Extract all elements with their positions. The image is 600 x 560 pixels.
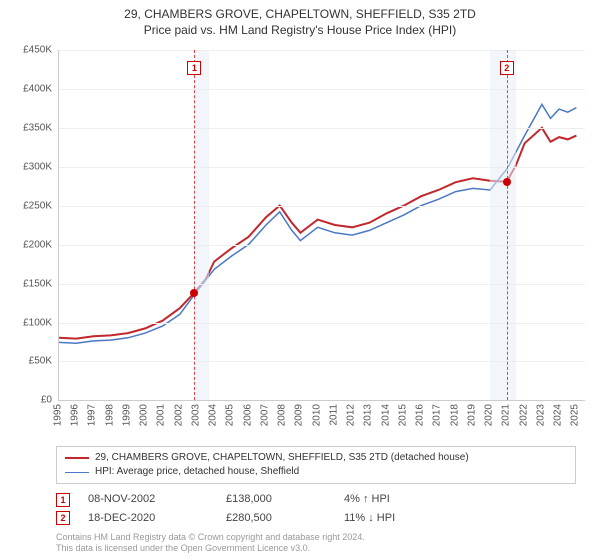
xtick-label: 2025 — [570, 404, 581, 426]
xtick-label: 2001 — [156, 404, 167, 426]
xtick-label: 2012 — [346, 404, 357, 426]
ytick-label: £300K — [8, 162, 52, 173]
ytick-label: £350K — [8, 123, 52, 134]
xtick-label: 2017 — [432, 404, 443, 426]
sale-index-box: 1 — [56, 493, 70, 507]
ytick-label: £100K — [8, 317, 52, 328]
xtick-label: 2022 — [518, 404, 529, 426]
sale-dot — [190, 289, 198, 297]
shaded-band — [490, 50, 516, 400]
sale-pct-vs-hpi: 11% ↓ HPI — [344, 509, 576, 528]
xtick-label: 2008 — [277, 404, 288, 426]
sale-price: £280,500 — [226, 509, 326, 528]
xtick-label: 1999 — [121, 404, 132, 426]
xtick-label: 2003 — [190, 404, 201, 426]
xtick-label: 2018 — [449, 404, 460, 426]
sale-pct-vs-hpi: 4% ↑ HPI — [344, 490, 576, 509]
footer-line1: Contains HM Land Registry data © Crown c… — [56, 532, 576, 544]
xtick-label: 2005 — [225, 404, 236, 426]
ytick-label: £400K — [8, 84, 52, 95]
chart-area: 12 £0£50K£100K£150K£200K£250K£300K£350K£… — [12, 42, 584, 444]
sale-marker-box: 2 — [500, 61, 514, 75]
legend-box: 29, CHAMBERS GROVE, CHAPELTOWN, SHEFFIEL… — [56, 446, 576, 484]
xtick-label: 2010 — [311, 404, 322, 426]
sale-date: 18-DEC-2020 — [88, 509, 208, 528]
legend-label: HPI: Average price, detached house, Shef… — [95, 465, 299, 479]
xtick-label: 2015 — [397, 404, 408, 426]
sale-vline — [507, 50, 508, 400]
xtick-label: 2004 — [208, 404, 219, 426]
ytick-label: £200K — [8, 239, 52, 250]
sale-vline — [194, 50, 195, 400]
chart-title-block: 29, CHAMBERS GROVE, CHAPELTOWN, SHEFFIEL… — [6, 6, 594, 38]
xtick-label: 1998 — [104, 404, 115, 426]
sale-dot — [503, 178, 511, 186]
legend-swatch — [65, 457, 89, 459]
ytick-label: £50K — [8, 356, 52, 367]
sale-index-box: 2 — [56, 511, 70, 525]
shaded-band — [194, 50, 209, 400]
footer-attribution: Contains HM Land Registry data © Crown c… — [56, 532, 576, 555]
legend-label: 29, CHAMBERS GROVE, CHAPELTOWN, SHEFFIEL… — [95, 451, 469, 465]
sale-date: 08-NOV-2002 — [88, 490, 208, 509]
chart-title-line2: Price paid vs. HM Land Registry's House … — [6, 22, 594, 38]
xtick-label: 2019 — [466, 404, 477, 426]
sale-marker-box: 1 — [187, 61, 201, 75]
sales-table: 1 08-NOV-2002 £138,000 4% ↑ HPI 2 18-DEC-2020… — [56, 490, 576, 527]
legend-swatch — [65, 472, 89, 473]
chart-title-line1: 29, CHAMBERS GROVE, CHAPELTOWN, SHEFFIEL… — [6, 6, 594, 22]
ytick-label: £150K — [8, 278, 52, 289]
xtick-label: 2000 — [139, 404, 150, 426]
xtick-label: 2020 — [484, 404, 495, 426]
xtick-label: 1996 — [70, 404, 81, 426]
sale-price: £138,000 — [226, 490, 326, 509]
xtick-label: 2024 — [553, 404, 564, 426]
xtick-label: 2009 — [294, 404, 305, 426]
legend-row: HPI: Average price, detached house, Shef… — [65, 465, 567, 479]
footer-line2: This data is licensed under the Open Gov… — [56, 543, 576, 555]
xtick-label: 2021 — [501, 404, 512, 426]
sale-row: 2 18-DEC-2020 £280,500 11% ↓ HPI — [56, 509, 576, 528]
sale-row: 1 08-NOV-2002 £138,000 4% ↑ HPI — [56, 490, 576, 509]
xtick-label: 2013 — [363, 404, 374, 426]
ytick-label: £250K — [8, 200, 52, 211]
xtick-label: 2016 — [415, 404, 426, 426]
ytick-label: £450K — [8, 45, 52, 56]
plot-region: 12 — [58, 50, 585, 401]
ytick-label: £0 — [8, 395, 52, 406]
xtick-label: 2023 — [535, 404, 546, 426]
xtick-label: 2011 — [328, 404, 339, 426]
xtick-label: 1995 — [53, 404, 64, 426]
legend-row: 29, CHAMBERS GROVE, CHAPELTOWN, SHEFFIEL… — [65, 451, 567, 465]
xtick-label: 2002 — [173, 404, 184, 426]
xtick-label: 2007 — [259, 404, 270, 426]
xtick-label: 1997 — [87, 404, 98, 426]
xtick-label: 2014 — [380, 404, 391, 426]
xtick-label: 2006 — [242, 404, 253, 426]
